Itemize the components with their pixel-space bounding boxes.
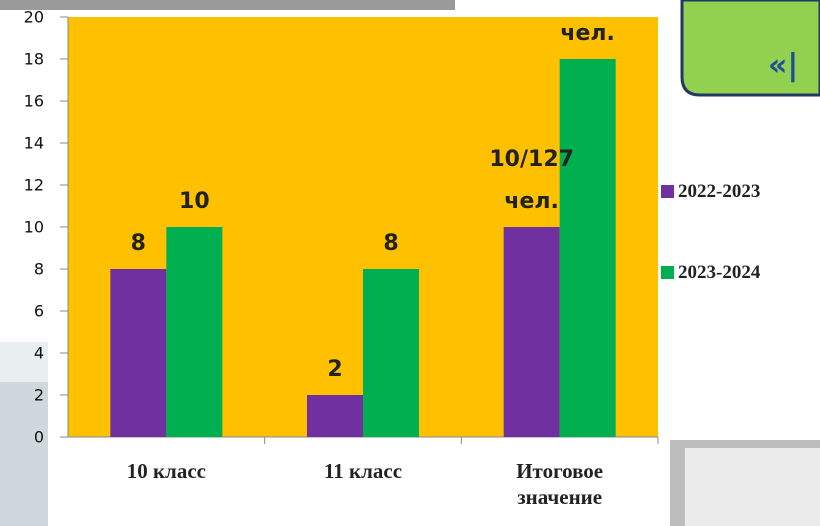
y-tick-label: 2 — [33, 385, 44, 405]
legend-swatch — [661, 185, 674, 198]
legend-label: 2022-2023 — [678, 181, 761, 202]
y-tick-label: 18 — [23, 49, 44, 69]
value-label: 2 — [327, 357, 343, 382]
value-label: 8 — [130, 231, 146, 256]
y-tick-label: 12 — [23, 175, 44, 195]
y-tick-label: 14 — [23, 133, 44, 153]
bar — [503, 227, 560, 437]
photo-left-top — [0, 342, 48, 382]
document-page — [685, 448, 820, 526]
frame-edge — [0, 0, 455, 10]
y-tick-label: 8 — [33, 259, 44, 279]
green-box — [680, 0, 820, 97]
slide-fragment: «| — [768, 48, 799, 83]
bar — [559, 59, 616, 437]
y-tick-label: 20 — [23, 7, 44, 27]
bar — [110, 269, 167, 437]
y-tick-label: 16 — [23, 91, 44, 111]
y-tick-label: 10 — [23, 217, 44, 237]
y-tick-label: 4 — [33, 343, 44, 363]
legend-label: 2023-2024 — [678, 262, 761, 283]
x-tick-label: Итоговое значение — [516, 459, 604, 509]
value-label: 10/127 чел. — [489, 147, 574, 214]
x-tick-label: 11 класс — [323, 459, 403, 483]
x-tick-label: 10 класс — [126, 459, 206, 483]
bar — [363, 269, 419, 437]
legend-swatch — [661, 266, 674, 279]
value-label: 8 — [383, 231, 399, 256]
value-label: 18/187 чел. — [545, 0, 630, 46]
bar — [307, 395, 363, 437]
y-tick-label: 6 — [33, 301, 44, 321]
value-label: 10 — [179, 189, 210, 214]
y-tick-label: 0 — [33, 427, 44, 447]
bar — [166, 227, 223, 437]
